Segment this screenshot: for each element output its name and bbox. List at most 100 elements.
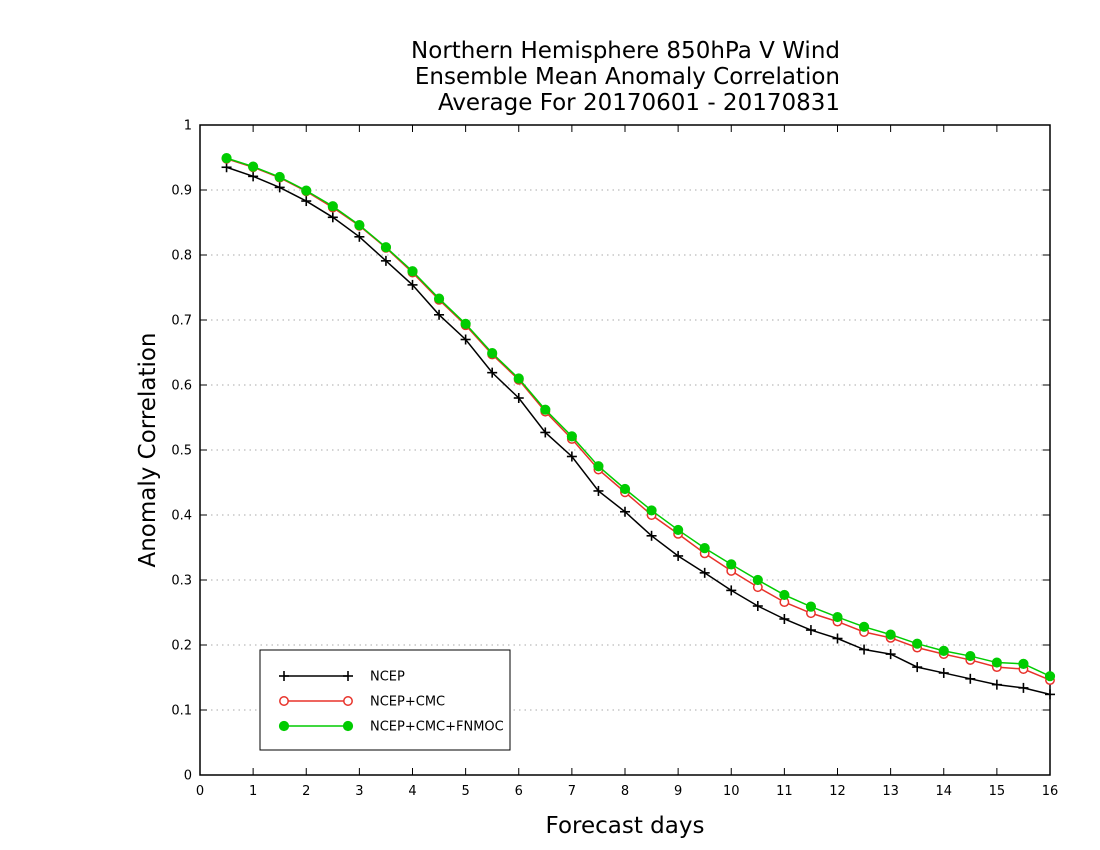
legend-marker [343, 671, 353, 681]
y-tick-label: 0.6 [171, 379, 192, 394]
data-point [433, 293, 445, 304]
legend-label: NCEP+CMC [370, 695, 445, 710]
data-point [752, 574, 763, 586]
x-tick-label: 5 [461, 784, 469, 799]
data-point [646, 505, 657, 516]
data-point [938, 667, 949, 678]
x-tick-label: 8 [621, 784, 629, 799]
axis-ticks: 00.10.20.30.40.50.60.70.80.910 1 2 3 4 5 6 7 8 9 1… [171, 119, 1058, 800]
data-point [380, 255, 391, 266]
data-point [699, 543, 710, 554]
data-point [1044, 671, 1056, 682]
data-point [327, 212, 338, 223]
data-point [460, 334, 471, 345]
data-point [673, 524, 684, 536]
gridlines [200, 189, 1050, 711]
data-point [752, 601, 763, 611]
data-point [460, 318, 471, 329]
data-point [1018, 682, 1029, 693]
chart-title-line-3: Average For 20170601 - 20170831 [438, 90, 840, 116]
data-point [965, 673, 976, 684]
series-line-ncep-cmc-fnmoc [226, 157, 1051, 677]
data-point [1045, 689, 1055, 700]
data-point [912, 662, 923, 673]
data-point [540, 404, 551, 415]
x-tick-label: 4 [408, 784, 416, 799]
legend-label: NCEP [370, 670, 405, 685]
legend-label: NCEP+CMC+FNMOC [370, 720, 504, 735]
y-tick-label: 0.2 [171, 639, 192, 654]
data-point [354, 220, 365, 231]
data-point [487, 348, 498, 359]
data-point [885, 649, 896, 660]
y-tick-label: 0.9 [171, 184, 192, 199]
data-point [566, 431, 577, 442]
series-line-ncep [226, 166, 1051, 696]
data-point [1018, 658, 1029, 669]
y-tick-label: 0.5 [171, 444, 192, 459]
data-point [274, 182, 285, 193]
data-point [620, 506, 630, 517]
data-point [221, 153, 232, 164]
data-point [726, 585, 737, 596]
data-point [832, 633, 843, 644]
x-tick-label: 0 [196, 784, 204, 799]
legend-entry-ncep-cmc-fnmoc: NCEP+CMC+FNMOC [278, 720, 504, 735]
series-layer [221, 153, 1056, 700]
x-tick-label: 10 [723, 784, 740, 799]
legend-marker [342, 720, 354, 732]
data-point [354, 231, 365, 242]
data-point [779, 589, 790, 601]
data-point [859, 644, 870, 655]
data-point [991, 679, 1002, 690]
data-point [301, 185, 312, 196]
data-point [513, 393, 524, 403]
data-point [965, 650, 976, 662]
data-point [991, 657, 1002, 668]
x-tick-label: 2 [302, 784, 310, 799]
data-point [248, 171, 259, 182]
data-point [274, 171, 285, 183]
legend-entry-ncep: NCEP [279, 670, 405, 685]
legend-box [259, 649, 511, 751]
legend-marker [278, 720, 290, 732]
x-tick-label: 16 [1042, 784, 1059, 799]
series-line-ncep-cmc [226, 158, 1051, 681]
y-tick-label: 0.7 [171, 314, 192, 329]
y-tick-label: 0.3 [171, 574, 192, 589]
x-axis-label: Forecast days [546, 813, 705, 839]
legend: NCEP NCEP+CMC NCEP+CMC+FNMOC [259, 649, 511, 751]
data-point [593, 461, 604, 472]
y-tick-label: 1 [184, 119, 192, 134]
chart-title-line-1: Northern Hemisphere 850hPa V Wind [411, 38, 840, 64]
data-point [221, 162, 232, 173]
y-axis-label: Anomaly Correlation [135, 332, 161, 567]
x-tick-label: 1 [249, 784, 257, 799]
data-point [248, 161, 259, 172]
x-tick-label: 7 [568, 784, 576, 799]
data-point [805, 625, 816, 636]
y-tick-label: 0 [184, 769, 192, 784]
series-ncep-cmc-fnmoc [221, 153, 1056, 682]
legend-entry-ncep-cmc: NCEP+CMC [279, 695, 445, 710]
x-tick-label: 11 [776, 784, 793, 799]
data-point [885, 629, 896, 640]
data-point [938, 645, 949, 656]
data-point [513, 373, 524, 384]
data-point [673, 550, 684, 561]
x-tick-label: 9 [674, 784, 682, 799]
data-point [301, 196, 312, 207]
data-point [434, 309, 445, 320]
y-tick-label: 0.1 [171, 704, 192, 719]
y-tick-label: 0.8 [171, 249, 192, 264]
data-point [407, 266, 418, 277]
series-ncep [221, 162, 1055, 700]
legend-marker [279, 671, 289, 681]
data-point [805, 601, 817, 612]
x-tick-label: 3 [355, 784, 363, 799]
chart-title-line-2: Ensemble Mean Anomaly Correlation [415, 64, 840, 90]
data-point [380, 242, 392, 253]
data-point [487, 367, 498, 378]
legend-marker [279, 696, 289, 706]
